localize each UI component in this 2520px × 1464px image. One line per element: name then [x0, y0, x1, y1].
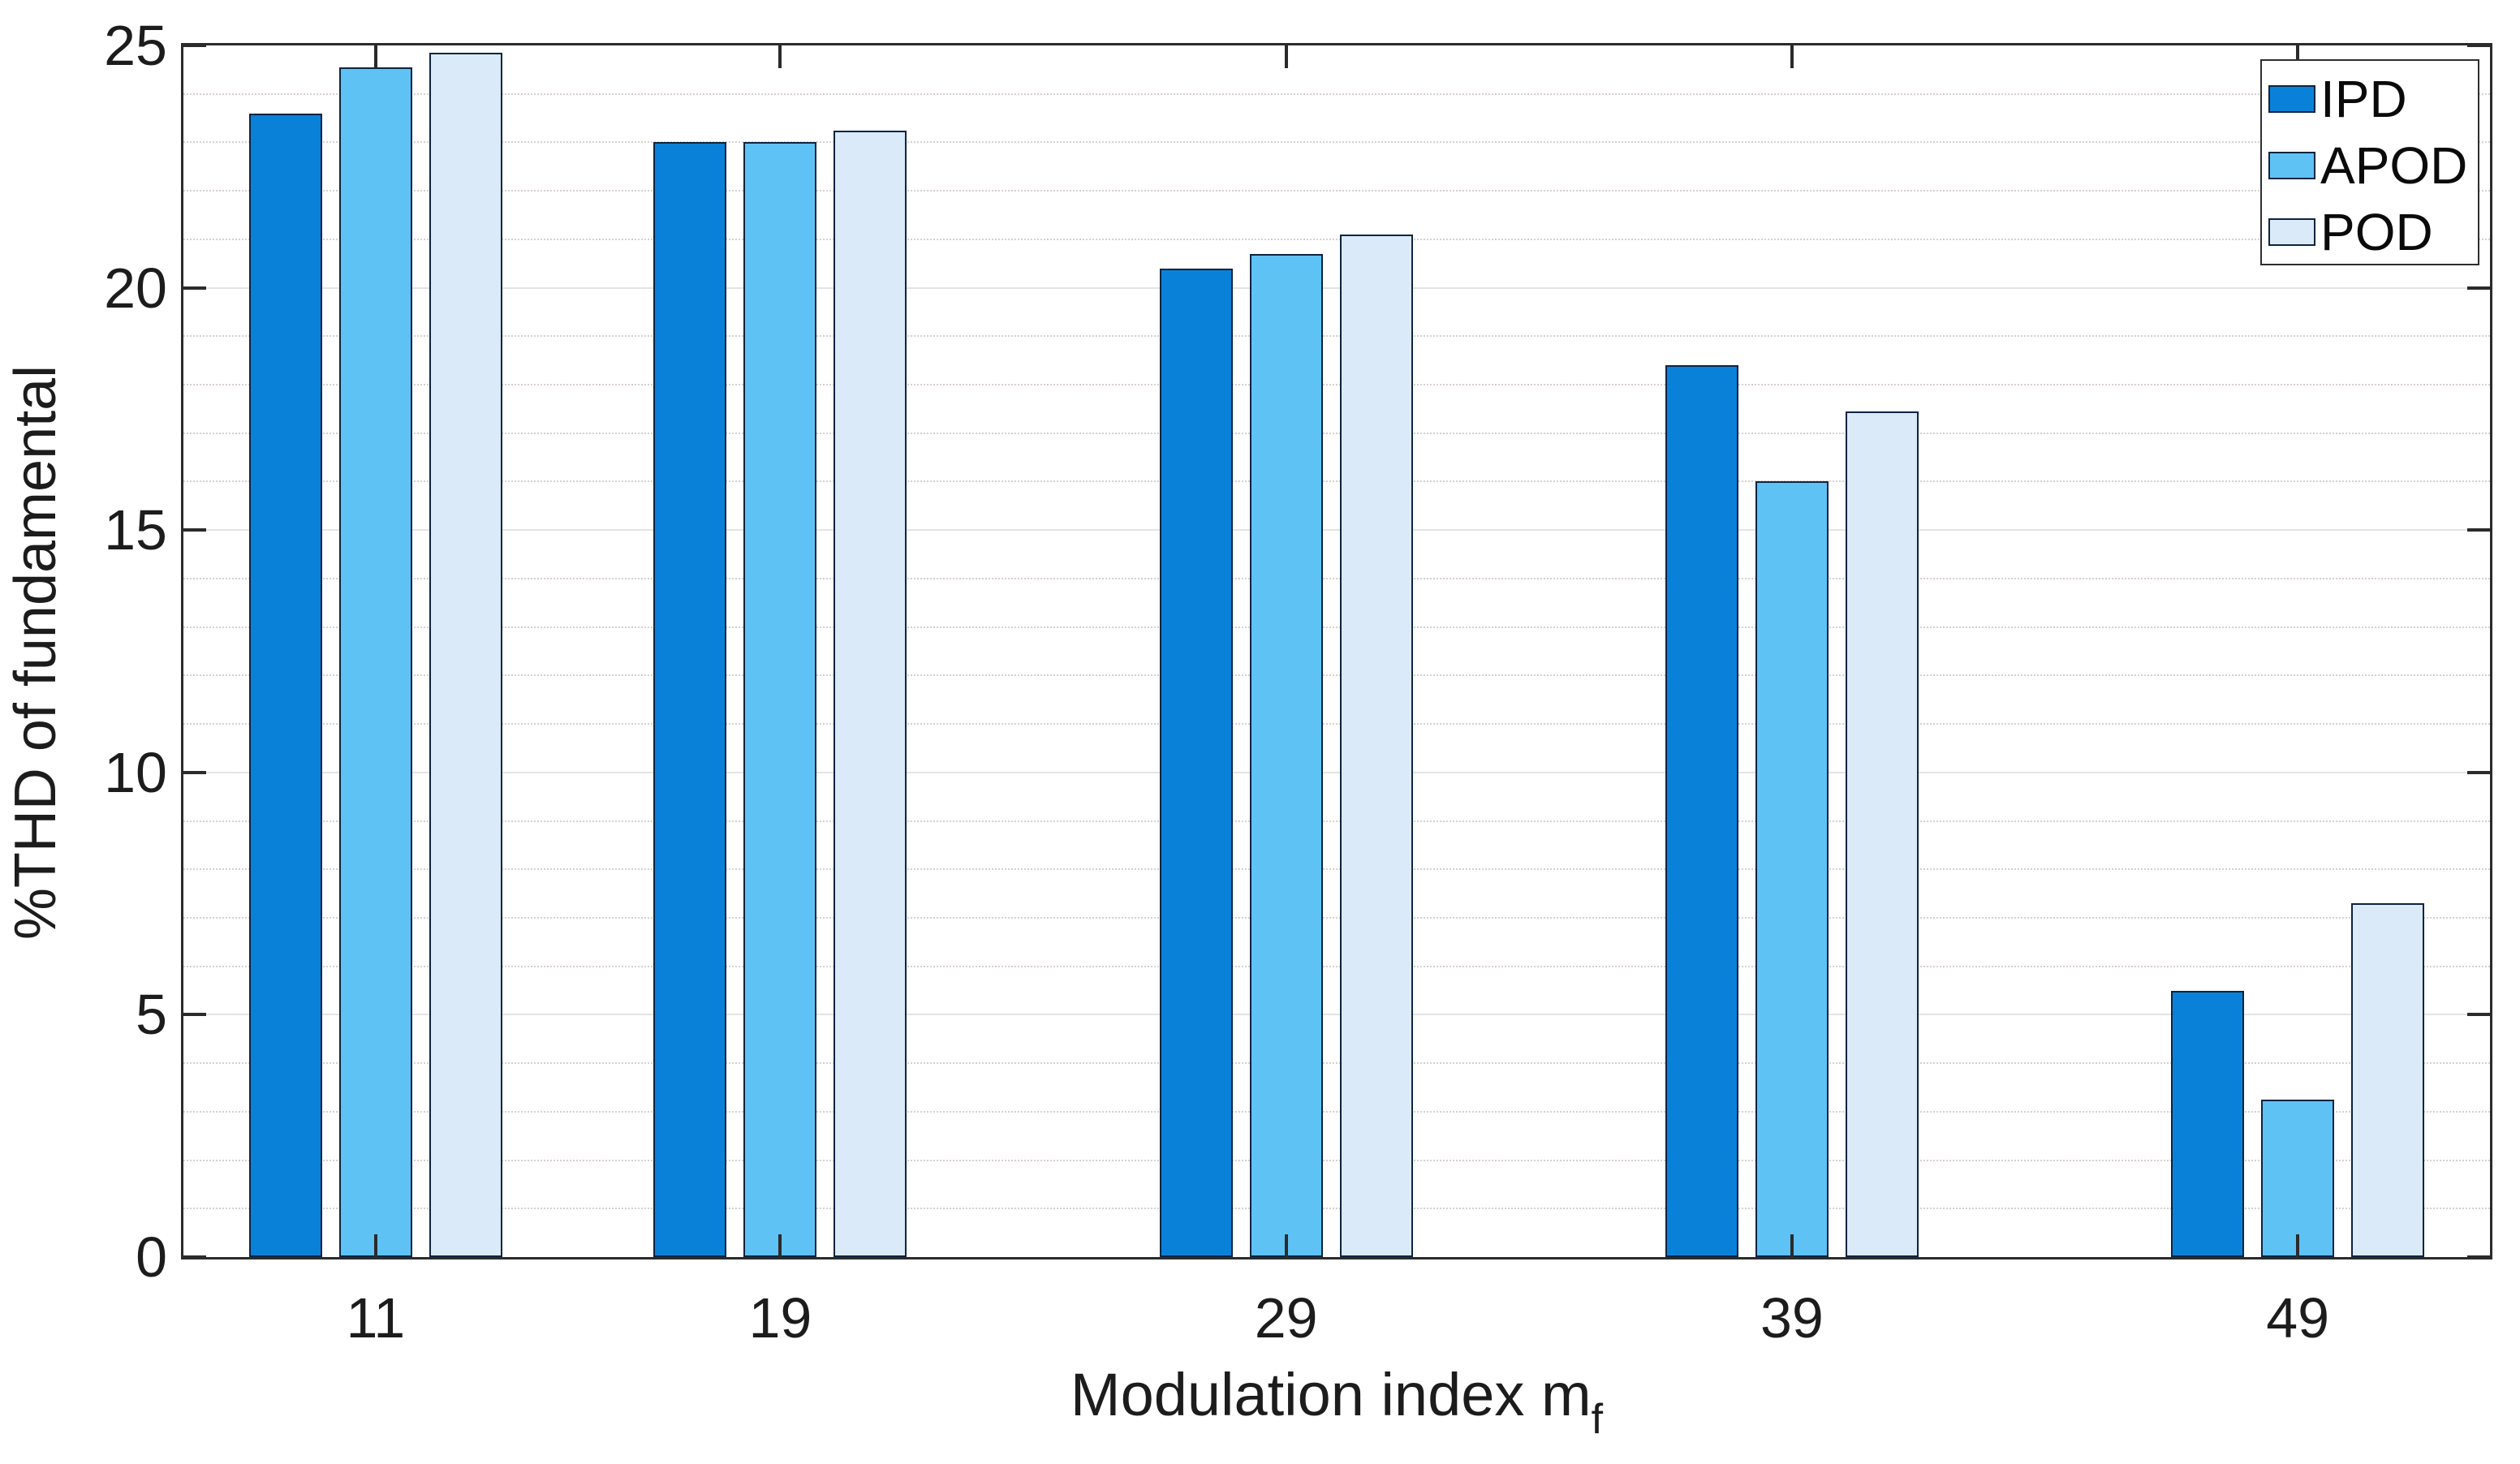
- plot-frame: [181, 43, 2492, 1259]
- x-tick-bottom: [373, 1234, 377, 1257]
- bar-POD-39: [1845, 411, 1919, 1257]
- legend-row-POD: POD: [2262, 203, 2478, 261]
- legend-swatch-APOD: [2268, 152, 2315, 179]
- bar-APOD-19: [743, 142, 817, 1257]
- x-tick-top: [778, 45, 782, 68]
- y-tick-right: [2467, 528, 2490, 532]
- bar-POD-19: [834, 130, 907, 1257]
- bar-IPD-11: [248, 113, 322, 1257]
- minor-gridline: [183, 723, 2490, 726]
- x-tick-top: [1284, 45, 1288, 68]
- y-axis-label-text: %THD of fundamental: [3, 364, 68, 941]
- bar-POD-29: [1339, 234, 1413, 1257]
- minor-gridline: [183, 965, 2490, 967]
- y-tick-label: 15: [104, 498, 167, 562]
- major-gridline: [183, 529, 2490, 532]
- minor-gridline: [183, 1159, 2490, 1161]
- legend-row-APOD: APOD: [2262, 136, 2478, 195]
- y-tick-right: [2467, 1255, 2490, 1259]
- y-tick-label: 10: [104, 740, 167, 804]
- y-tick-right: [2467, 44, 2490, 47]
- legend: IPD APOD POD: [2260, 59, 2479, 265]
- major-gridline: [183, 771, 2490, 773]
- minor-gridline: [183, 93, 2490, 95]
- bar-IPD-19: [653, 142, 727, 1257]
- minor-gridline: [183, 190, 2490, 192]
- x-tick-bottom: [778, 1234, 782, 1257]
- y-tick-left: [183, 770, 206, 774]
- plot-area: [183, 45, 2490, 1257]
- y-tick-label: 20: [104, 256, 167, 320]
- legend-label-IPD: IPD: [2320, 70, 2407, 128]
- x-axis-label-text: Modulation index m: [1070, 1361, 1592, 1428]
- bar-POD-11: [429, 52, 502, 1257]
- x-tick-top: [1790, 45, 1794, 68]
- minor-gridline: [183, 1208, 2490, 1210]
- minor-gridline: [183, 916, 2490, 919]
- y-tick-label: 0: [136, 1225, 167, 1289]
- bar-POD-49: [2351, 903, 2425, 1257]
- x-tick-bottom: [2296, 1234, 2300, 1257]
- legend-label-POD: POD: [2320, 203, 2433, 261]
- minor-gridline: [183, 335, 2490, 338]
- x-tick-bottom: [1284, 1234, 1288, 1257]
- minor-gridline: [183, 1062, 2490, 1065]
- minor-gridline: [183, 577, 2490, 579]
- y-tick-right: [2467, 1013, 2490, 1017]
- x-tick-label: 49: [2266, 1286, 2330, 1350]
- minor-gridline: [183, 674, 2490, 677]
- legend-row-IPD: IPD: [2262, 70, 2478, 128]
- minor-gridline: [183, 626, 2490, 628]
- bar-APOD-39: [1755, 481, 1829, 1257]
- x-axis-label: Modulation index mf: [687, 1360, 1986, 1454]
- y-tick-left: [183, 1255, 206, 1259]
- minor-gridline: [183, 480, 2490, 483]
- x-tick-label: 39: [1760, 1286, 1824, 1350]
- minor-gridline: [183, 141, 2490, 144]
- x-axis-label-subscript: f: [1591, 1396, 1604, 1443]
- legend-swatch-IPD: [2268, 85, 2315, 113]
- y-tick-left: [183, 1013, 206, 1017]
- minor-gridline: [183, 432, 2490, 434]
- x-tick-top: [2296, 45, 2300, 68]
- y-tick-left: [183, 286, 206, 290]
- x-tick-label: 29: [1254, 1286, 1318, 1350]
- bar-APOD-11: [338, 67, 412, 1257]
- minor-gridline: [183, 820, 2490, 822]
- x-tick-bottom: [1790, 1234, 1794, 1257]
- bar-APOD-29: [1249, 253, 1323, 1257]
- minor-gridline: [183, 238, 2490, 240]
- y-tick-left: [183, 44, 206, 47]
- minor-gridline: [183, 384, 2490, 386]
- x-tick-label: 11: [346, 1286, 406, 1350]
- minor-gridline: [183, 868, 2490, 871]
- legend-swatch-POD: [2268, 218, 2315, 246]
- bar-IPD-29: [1159, 268, 1233, 1257]
- major-gridline: [183, 286, 2490, 289]
- y-tick-right: [2467, 286, 2490, 290]
- x-tick-label: 19: [748, 1286, 812, 1350]
- y-tick-left: [183, 528, 206, 532]
- major-gridline: [183, 1014, 2490, 1016]
- legend-label-APOD: APOD: [2320, 136, 2468, 195]
- y-tick-label: 5: [136, 983, 167, 1047]
- bar-IPD-39: [1665, 365, 1738, 1257]
- x-tick-top: [373, 45, 377, 68]
- y-tick-label: 25: [104, 14, 167, 77]
- y-tick-right: [2467, 770, 2490, 774]
- y-axis-label: %THD of fundamental: [3, 166, 68, 1139]
- bar-IPD-49: [2171, 990, 2245, 1257]
- minor-gridline: [183, 1110, 2490, 1113]
